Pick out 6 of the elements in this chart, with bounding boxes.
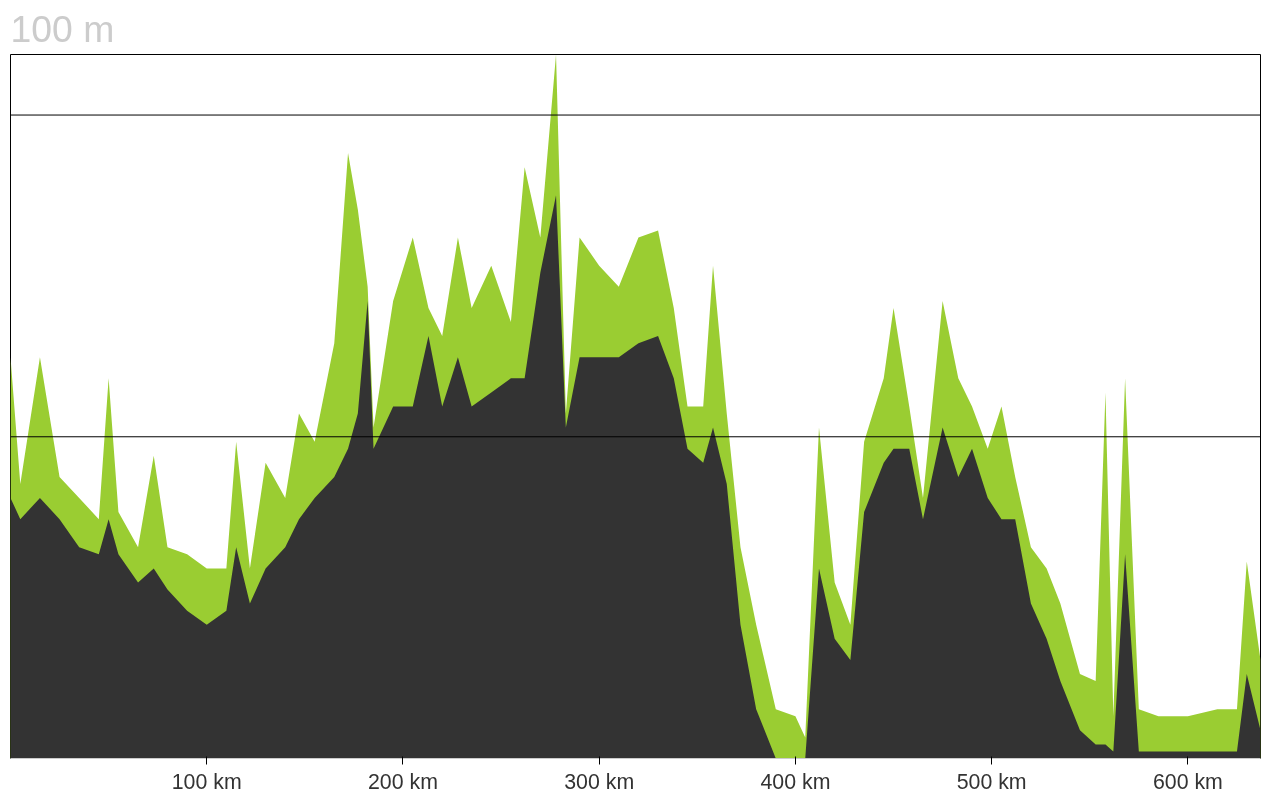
x-tick-label: 400 km bbox=[760, 769, 831, 794]
x-tick-label: 300 km bbox=[564, 769, 635, 794]
x-tick-label: 500 km bbox=[956, 769, 1027, 794]
x-tick-label: 100 km bbox=[171, 769, 242, 794]
x-tick-label: 600 km bbox=[1152, 769, 1223, 794]
x-tick-label: 200 km bbox=[367, 769, 438, 794]
